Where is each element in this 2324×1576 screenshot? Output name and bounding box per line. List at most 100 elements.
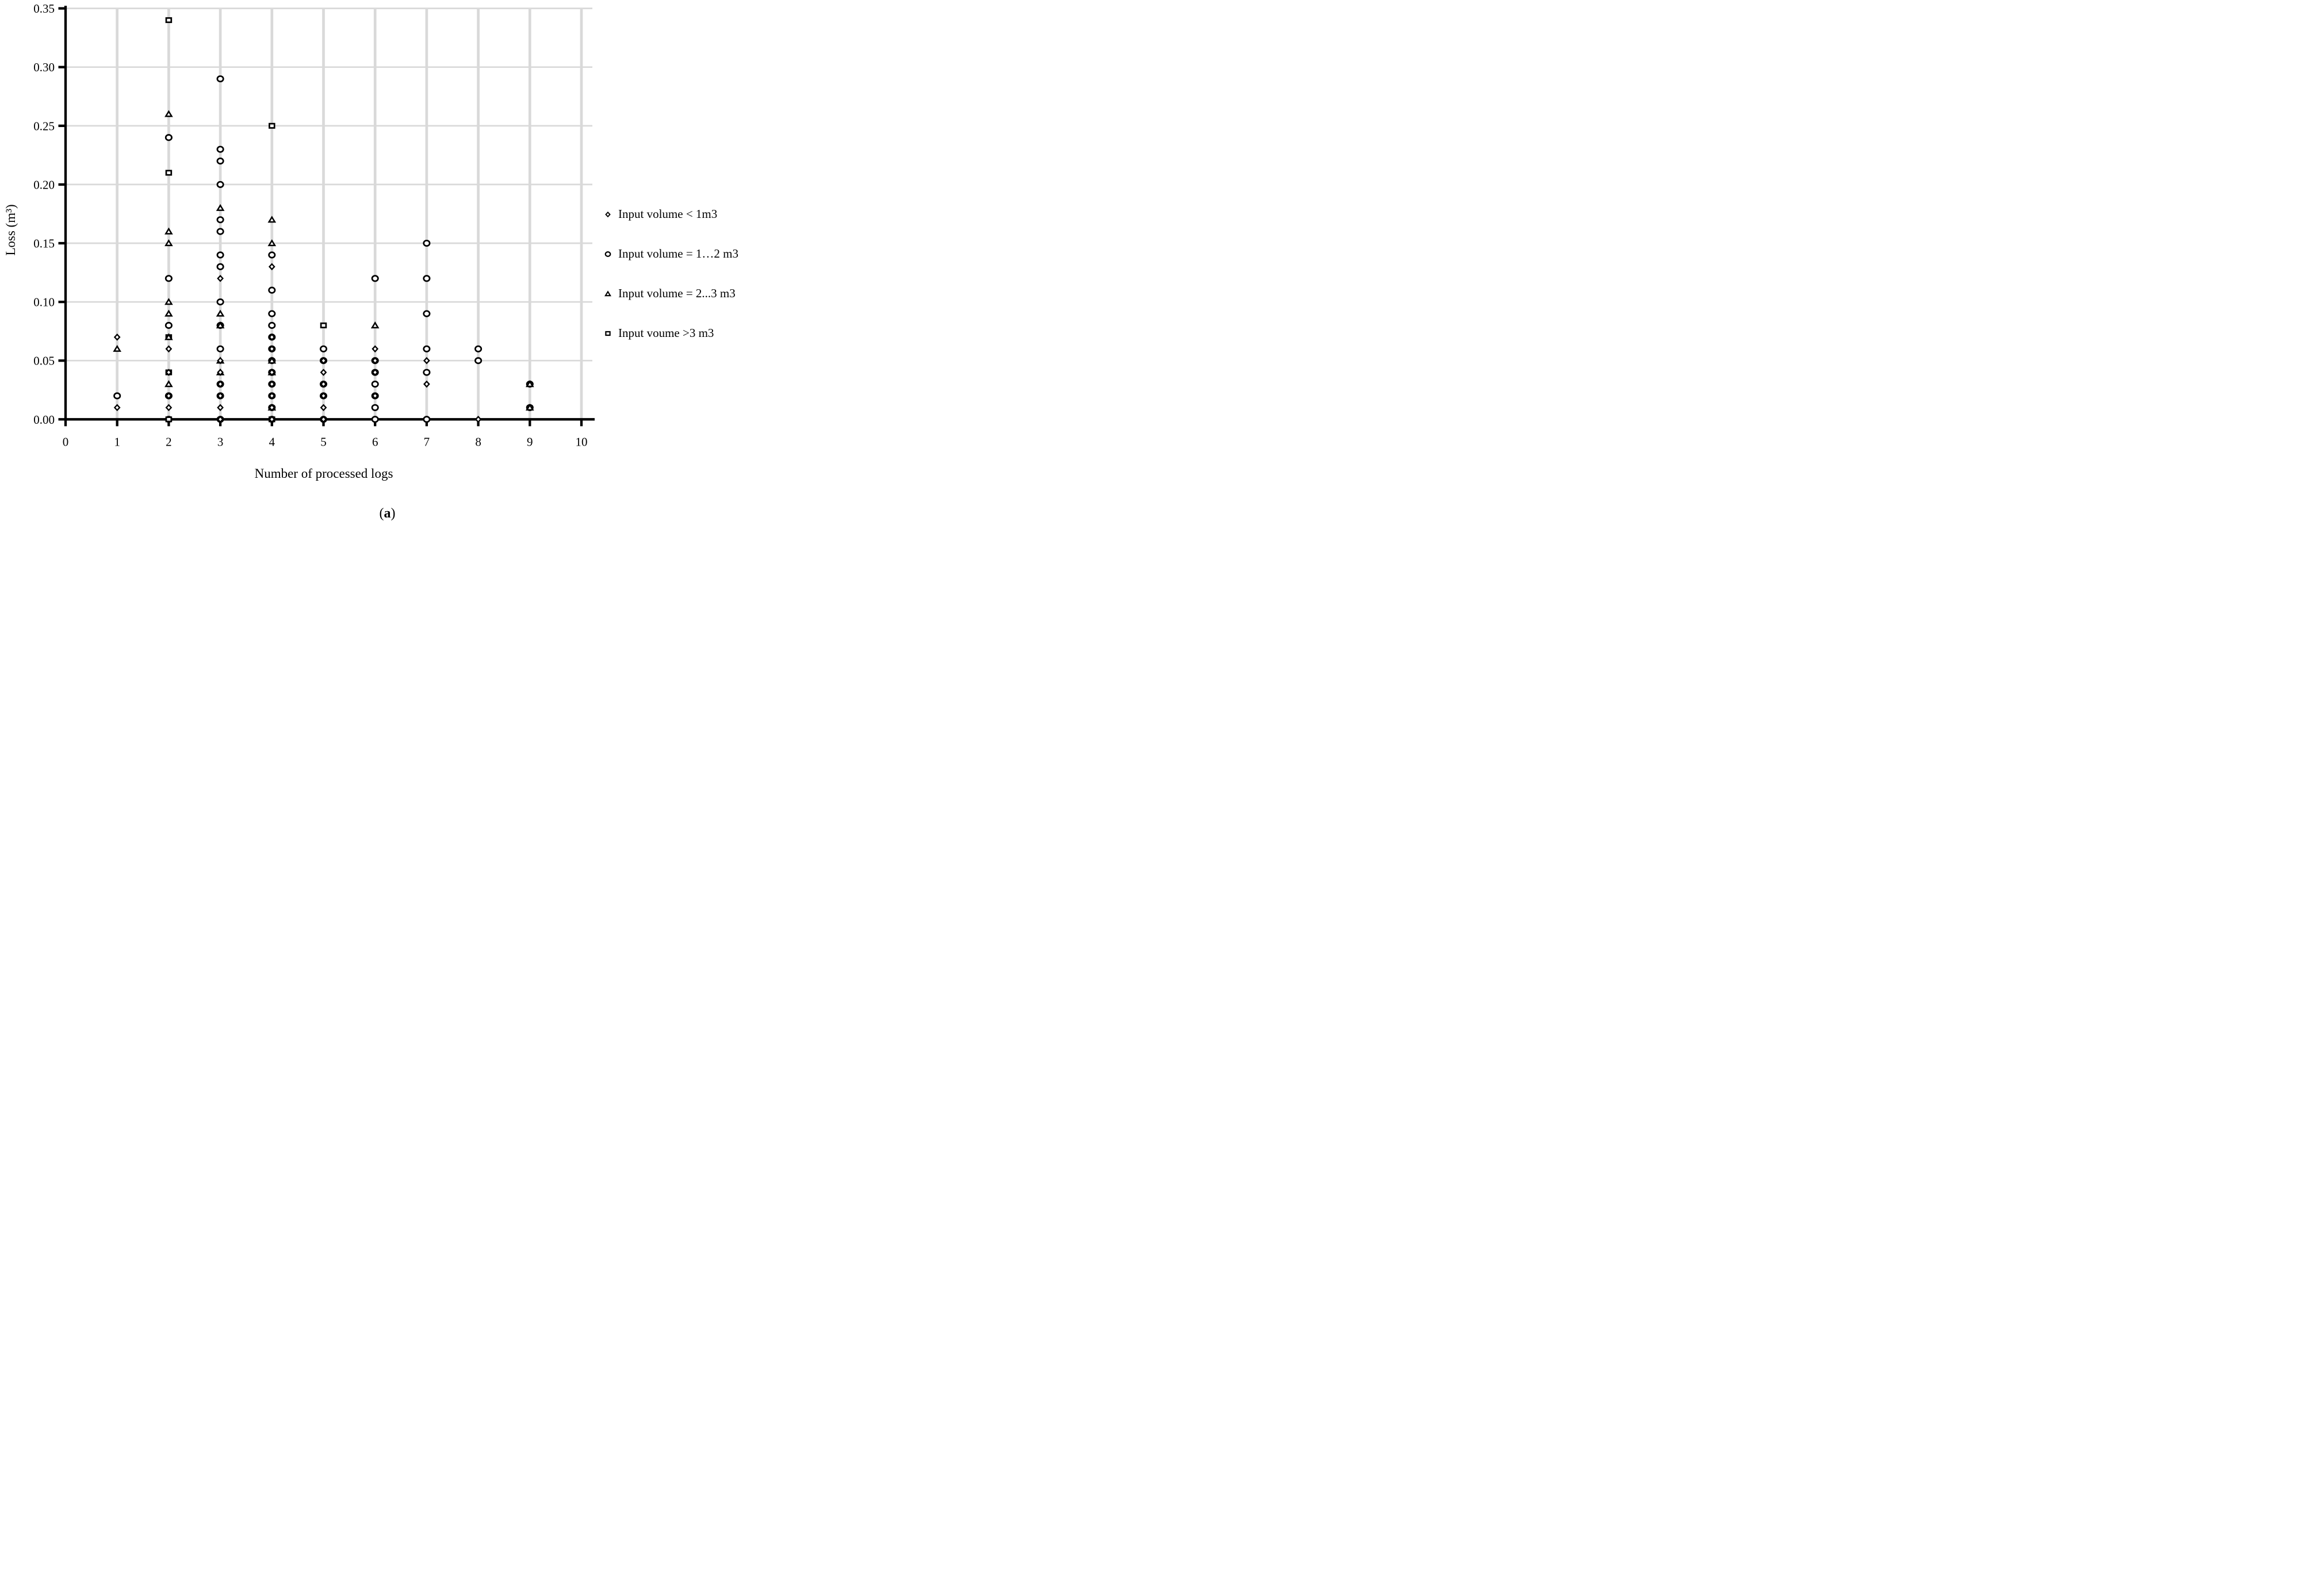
data-point-marker-diamond (320, 369, 327, 376)
data-point-marker-diamond (605, 211, 611, 217)
data-point-marker-diamond (320, 356, 327, 365)
data-point-marker-triangle (267, 356, 277, 364)
data-point-marker-diamond (165, 345, 173, 353)
legend-marker-circle-icon (604, 251, 611, 257)
caption-open-paren: ( (379, 506, 384, 521)
data-point-marker-diamond (320, 392, 327, 400)
legend-label: Input voume >3 m3 (618, 326, 714, 340)
legend-label: Input volume = 1…2 m3 (618, 247, 738, 260)
legend-label: Input volume = 2...3 m3 (618, 286, 736, 300)
data-point-marker-circle (164, 134, 173, 141)
data-point-marker-circle (604, 251, 611, 257)
y-tick-label: 0.10 (33, 296, 55, 309)
data-point-marker-circle (423, 310, 431, 317)
data-point-marker-diamond (268, 404, 275, 412)
data-point-marker-diamond (217, 416, 224, 423)
data-point-marker-triangle (370, 321, 380, 329)
data-point-marker-circle (268, 251, 276, 259)
data-point-marker-diamond (268, 416, 275, 423)
data-point-marker-circle (216, 145, 224, 153)
data-point-marker-circle (268, 310, 276, 317)
data-point-marker-square (165, 17, 173, 24)
data-point-marker-triangle (216, 321, 225, 329)
tick-labels: 0.00 0.05 0.10 0.15 0.20 0.25 0.30 0.35 0 1 2 3 4 5 6 7… (33, 2, 587, 448)
data-point-marker-triangle (164, 309, 173, 317)
data-point-marker-diamond (423, 356, 430, 365)
data-point-marker-circle (216, 263, 224, 270)
x-tick-label: 10 (576, 435, 588, 448)
data-point-marker-diamond (217, 392, 224, 400)
data-point-marker-square (605, 331, 611, 336)
x-tick-label: 3 (217, 435, 224, 448)
y-axis-title: Loss (m³) (3, 204, 18, 255)
y-tick-label: 0.35 (33, 2, 55, 16)
legend-item: Input volume = 2...3 m3 (603, 274, 738, 313)
data-point-marker-circle (319, 345, 328, 352)
data-point-marker-triangle (216, 309, 225, 317)
data-point-marker-diamond (268, 369, 275, 376)
data-point-marker-diamond (268, 345, 275, 353)
data-point-marker-circle (113, 392, 121, 400)
y-tick-label: 0.20 (33, 178, 55, 191)
data-point-marker-circle (216, 228, 224, 235)
data-point-marker-triangle (525, 380, 534, 388)
data-point-marker-circle (216, 158, 224, 165)
data-point-marker-circle (371, 404, 379, 411)
data-point-marker-diamond (372, 369, 379, 376)
data-point-marker-circle (216, 75, 224, 83)
data-point-marker-circle (164, 275, 173, 282)
legend: Input volume < 1m3 Input volume = 1…2 m3 I… (603, 194, 738, 353)
data-point-marker-triangle (604, 290, 612, 296)
legend-label: Input volume < 1m3 (618, 207, 718, 221)
legend-marker-diamond-icon (605, 211, 611, 217)
legend-marker-triangle-icon (604, 290, 612, 296)
x-tick-label: 7 (424, 435, 430, 448)
data-point-marker-triangle (113, 344, 122, 352)
data-point-marker-circle (216, 216, 224, 224)
data-point-marker-circle (216, 345, 224, 352)
data-point-marker-diamond (217, 274, 224, 282)
data-point-marker-diamond (217, 380, 224, 388)
data-point-marker-triangle (164, 333, 173, 340)
data-point-marker-circle (423, 239, 431, 247)
data-point-marker-circle (268, 286, 276, 294)
data-point-marker-diamond (217, 356, 224, 365)
data-point-marker-diamond (423, 380, 430, 388)
x-tick-label: 0 (63, 435, 69, 448)
data-point-marker-diamond (474, 416, 482, 423)
data-point-marker-triangle (164, 298, 173, 305)
data-point-marker-circle (474, 357, 483, 365)
data-point-marker-triangle (164, 110, 173, 117)
data-point-marker-diamond (320, 380, 327, 388)
data-point-marker-diamond (165, 404, 173, 412)
figure-caption: (a) (0, 506, 775, 522)
x-tick-label: 8 (475, 435, 481, 448)
data-point-marker-square (269, 122, 275, 129)
data-point-marker-circle (371, 380, 379, 388)
data-point-marker-diamond (165, 369, 173, 376)
legend-marker-square-icon (605, 331, 611, 336)
axes (58, 6, 595, 427)
data-point-marker-diamond (372, 345, 379, 353)
data-point-marker-diamond (217, 369, 224, 376)
data-point-marker-circle (216, 298, 224, 306)
data-point-marker-circle (216, 251, 224, 259)
data-point-marker-circle (423, 275, 431, 282)
data-point-marker-circle (216, 181, 224, 188)
data-point-marker-diamond (217, 404, 224, 412)
y-tick-label: 0.00 (33, 413, 55, 427)
data-points (113, 17, 534, 423)
data-point-marker-triangle (267, 216, 277, 223)
data-point-marker-diamond (268, 333, 275, 341)
figure-canvas: 0.00 0.05 0.10 0.15 0.20 0.25 0.30 0.35 0 1 2 3 4 5 6 7… (0, 0, 775, 526)
data-point-marker-diamond (372, 356, 379, 365)
data-point-marker-square (165, 170, 173, 176)
x-axis-title: Number of processed logs (255, 466, 393, 481)
data-point-marker-triangle (164, 227, 173, 235)
y-tick-label: 0.30 (33, 60, 55, 74)
data-point-marker-circle (423, 345, 431, 352)
caption-close-paren: ) (390, 506, 396, 521)
caption-letter: a (384, 506, 391, 521)
y-tick-label: 0.25 (33, 119, 55, 133)
data-point-marker-square (320, 322, 327, 328)
